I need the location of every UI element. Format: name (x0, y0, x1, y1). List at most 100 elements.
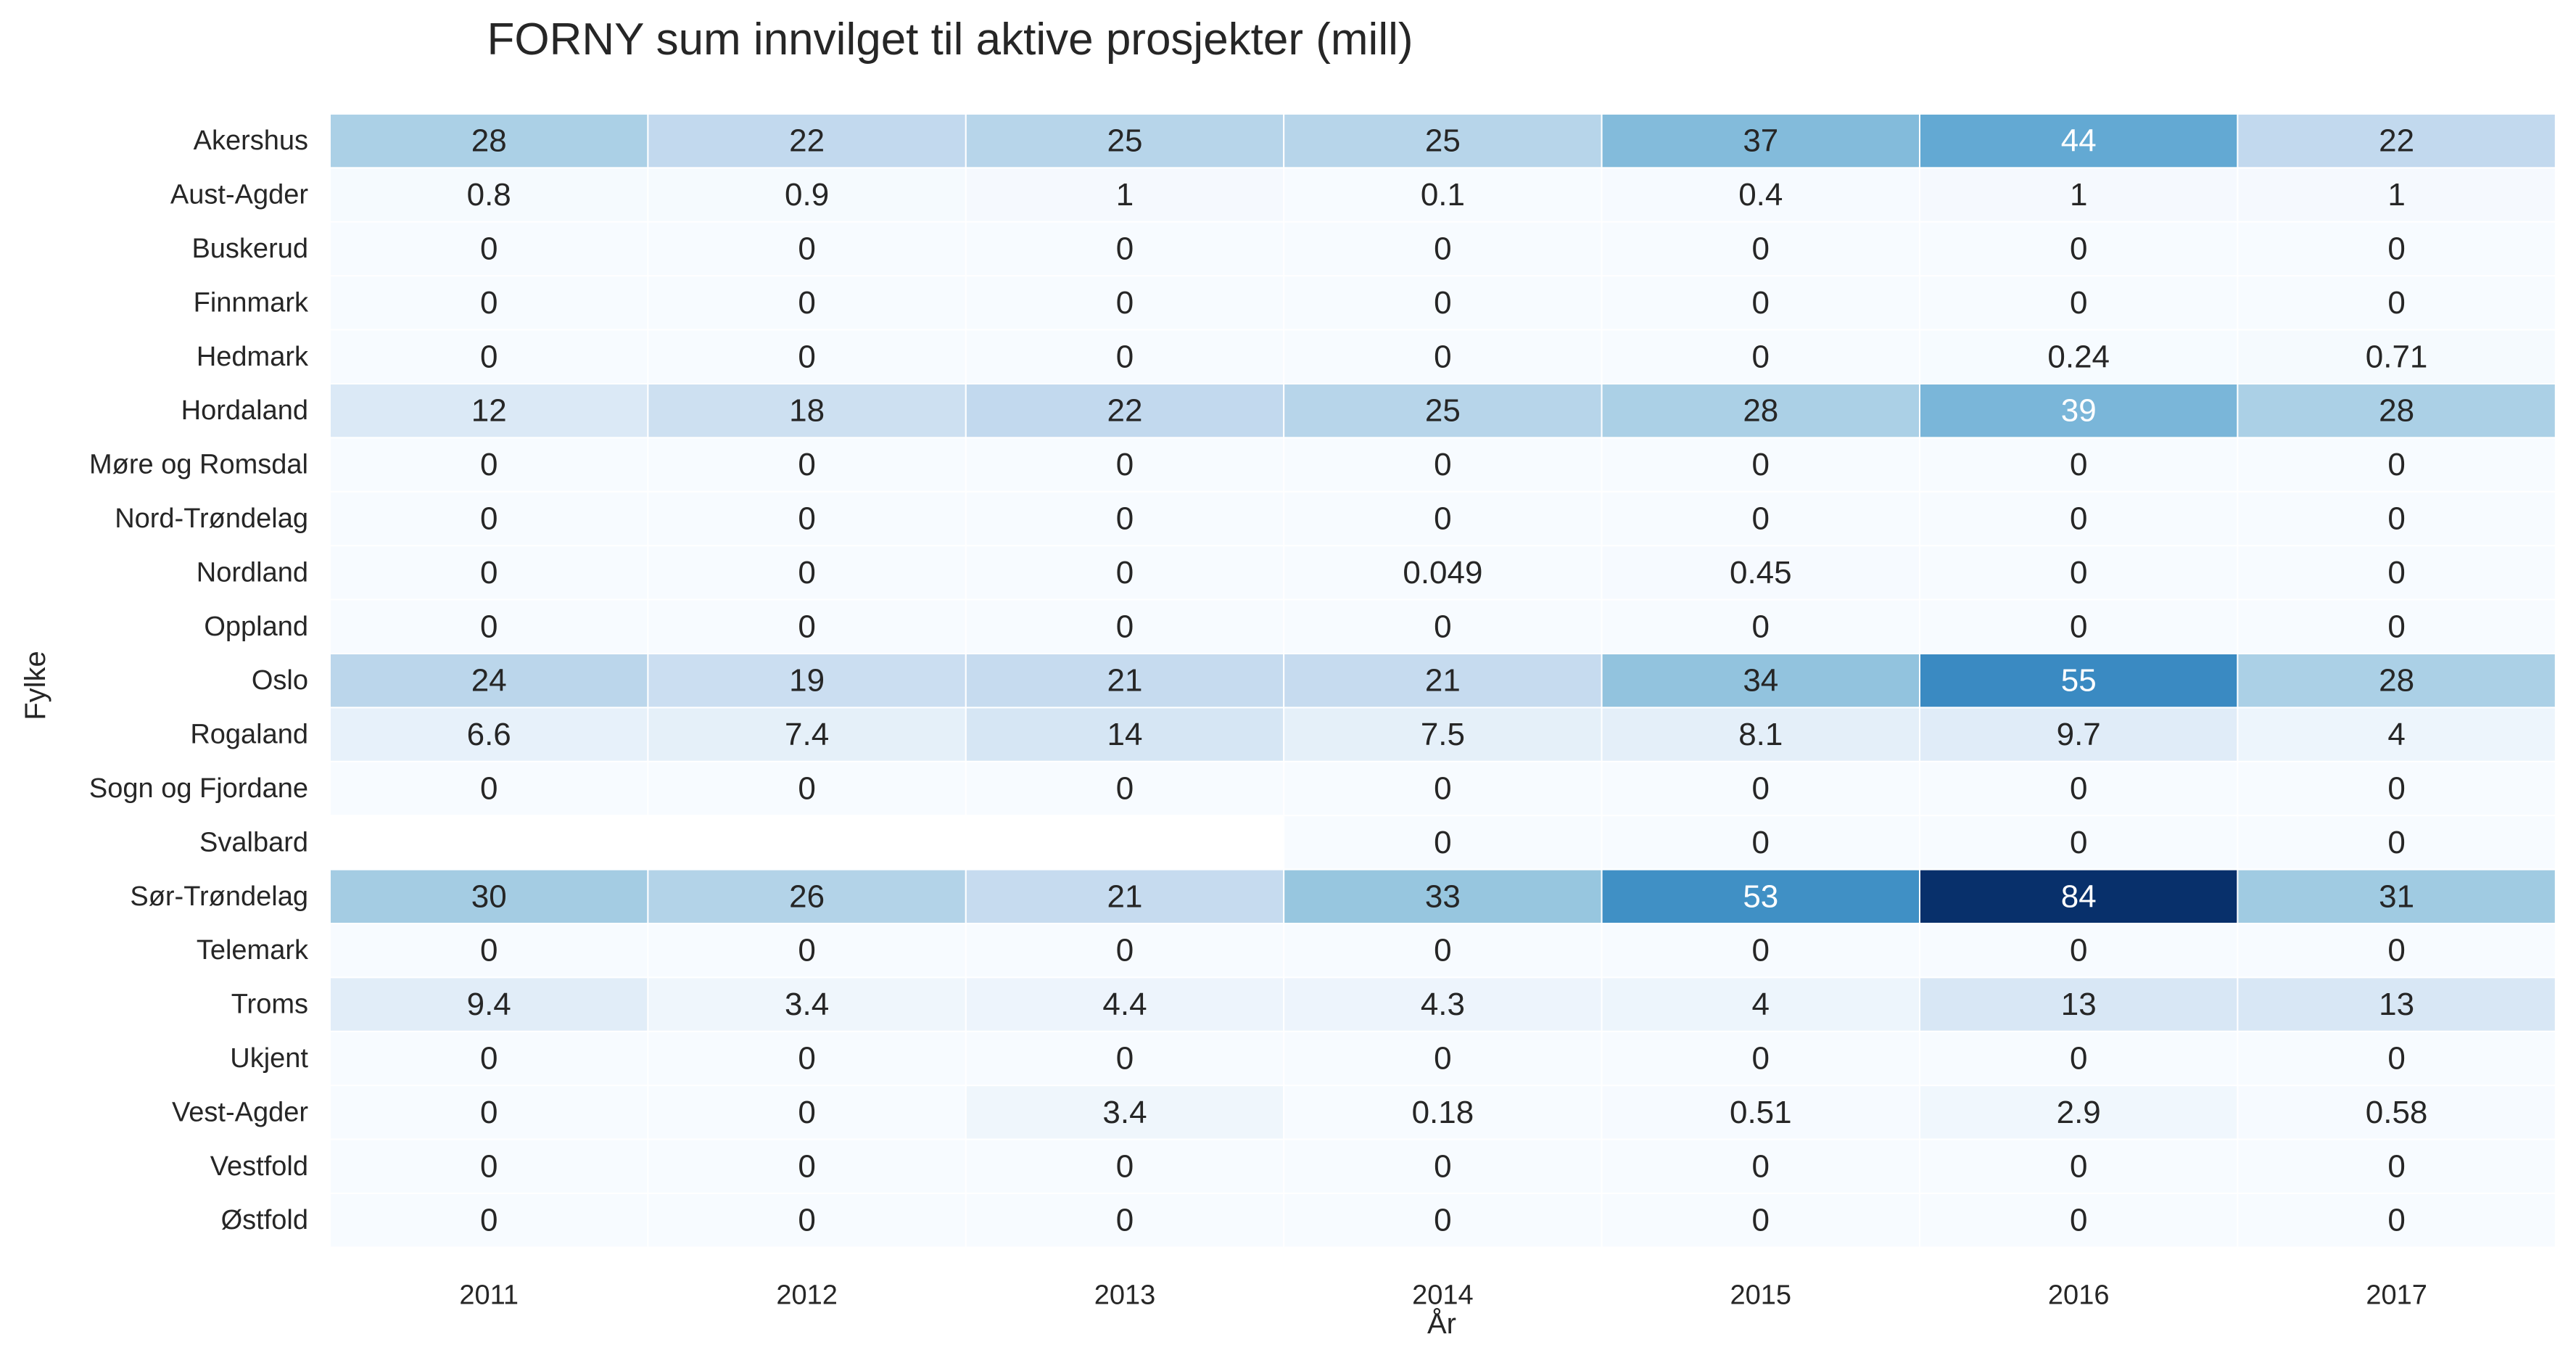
cell-value-label: 28 (1743, 393, 1778, 429)
cell-value-label: 8.1 (1738, 717, 1783, 752)
heatmap-cell (1601, 1193, 1921, 1248)
cell-value-label: 0 (798, 771, 815, 807)
cell-value-label: 0 (2070, 1041, 2087, 1077)
cell-value-label: 0.1 (1421, 177, 1465, 213)
heatmap-cell (1601, 221, 1921, 277)
cell-value-label: 0 (1752, 1203, 1770, 1238)
heatmap-cell (1283, 1085, 1603, 1140)
heatmap-cell (965, 221, 1285, 277)
cell-value-label: 0.58 (2366, 1095, 2428, 1130)
heatmap-cell (1919, 598, 2239, 654)
cell-value-label: 0 (1116, 555, 1134, 591)
heatmap-cell (1919, 437, 2239, 493)
cell-value-label: 0 (1116, 1041, 1134, 1077)
heatmap-cell (1601, 868, 1921, 924)
heatmap-cell (965, 760, 1285, 817)
cell-value-label: 0 (1434, 825, 1451, 860)
heatmap-cell (1601, 923, 1921, 979)
cell-value-label: 0 (2070, 1203, 2087, 1238)
heatmap-cell (965, 976, 1285, 1032)
cell-value-label: 0 (2070, 933, 2087, 968)
heatmap-cell (965, 653, 1285, 709)
cell-value-label: 0 (480, 231, 498, 267)
heatmap-cell (1919, 923, 2239, 979)
heatmap-cell (1919, 815, 2239, 871)
row-label-vestfold: Vestfold (210, 1151, 308, 1182)
heatmap-cell (1283, 760, 1603, 817)
cell-value-label: 13 (2061, 987, 2097, 1022)
heatmap-cell (1283, 598, 1603, 654)
heatmap-cell (965, 383, 1285, 439)
row-label-svalbard: Svalbard (199, 827, 308, 857)
heatmap-cell (1283, 490, 1603, 547)
heatmap-cell (329, 707, 649, 762)
heatmap-cell (647, 113, 967, 169)
row-label-sogn-og-fjordane: Sogn og Fjordane (89, 773, 308, 804)
heatmap-cell (2237, 1030, 2556, 1087)
cell-value-label: 0 (798, 1095, 815, 1130)
cell-value-label: 0 (798, 231, 815, 267)
heatmap-cell (1601, 545, 1921, 601)
cell-value-label: 0.18 (1412, 1095, 1474, 1130)
cell-value-label: 0 (1116, 1148, 1134, 1184)
heatmap-cell (1601, 490, 1921, 547)
heatmap-cell (2237, 221, 2556, 277)
cell-value-label: 0 (1434, 933, 1451, 968)
cell-value-label: 26 (789, 879, 825, 914)
heatmap-cell (2237, 167, 2556, 223)
cell-value-label: 0 (480, 1095, 498, 1130)
cell-value-label: 0 (2070, 555, 2087, 591)
heatmap-cell (2237, 598, 2556, 654)
cell-value-label: 0 (2070, 825, 2087, 860)
heatmap-cell (1283, 275, 1603, 331)
heatmap-cell (329, 976, 649, 1032)
cell-value-label: 13 (2379, 987, 2414, 1022)
heatmap-cell (329, 868, 649, 924)
heatmap-cell (329, 1085, 649, 1140)
row-label-oppland: Oppland (204, 612, 308, 642)
cell-value-label: 0 (1752, 501, 1770, 537)
row-label-buskerud: Buskerud (191, 234, 308, 264)
cell-value-label: 0 (798, 609, 815, 644)
heatmap-cell (2237, 976, 2556, 1032)
column-label-2017: 2017 (2366, 1280, 2427, 1310)
cell-value-label: 33 (1425, 879, 1461, 914)
cell-value-label: 0 (1434, 1041, 1451, 1077)
heatmap-cell (2237, 1085, 2556, 1140)
cell-value-label: 9.7 (2057, 717, 2101, 752)
cell-value-label: 0 (1116, 501, 1134, 537)
cell-value-label: 0 (1434, 1203, 1451, 1238)
heatmap-cell (1283, 653, 1603, 709)
cell-value-label: 25 (1425, 123, 1461, 159)
cell-value-label: 30 (471, 879, 507, 914)
cell-value-label: 0 (798, 933, 815, 968)
cell-value-label: 0 (2387, 501, 2405, 537)
cell-value-label: 0 (1434, 285, 1451, 321)
row-label-hordaland: Hordaland (181, 395, 308, 426)
row-label-nordland: Nordland (197, 557, 308, 588)
cell-value-label: 0 (1434, 771, 1451, 807)
heatmap-cell (1601, 760, 1921, 817)
cell-value-label: 0 (1752, 447, 1770, 482)
cell-value-label: 0 (2387, 1203, 2405, 1238)
heatmap-cell (329, 1138, 649, 1194)
cell-value-label: 0.45 (1730, 555, 1792, 591)
cell-value-label: 12 (471, 393, 507, 429)
column-label-2012: 2012 (776, 1280, 838, 1310)
cell-value-label: 22 (789, 123, 825, 159)
heatmap-cell (1283, 1030, 1603, 1087)
heatmap-cell (965, 329, 1285, 385)
heatmap-cell (1601, 598, 1921, 654)
cell-value-label: 0 (2387, 447, 2405, 482)
cell-value-label: 25 (1107, 123, 1143, 159)
heatmap-cell (647, 221, 967, 277)
cell-value-label: 0 (1116, 609, 1134, 644)
cell-value-label: 4 (1752, 987, 1770, 1022)
cell-value-label: 0 (480, 501, 498, 537)
cell-value-label: 9.4 (467, 987, 511, 1022)
heatmap-cell (1919, 1030, 2239, 1087)
cell-value-label: 0 (1116, 933, 1134, 968)
heatmap-cell (329, 1193, 649, 1248)
row-label-telemark: Telemark (197, 935, 309, 966)
